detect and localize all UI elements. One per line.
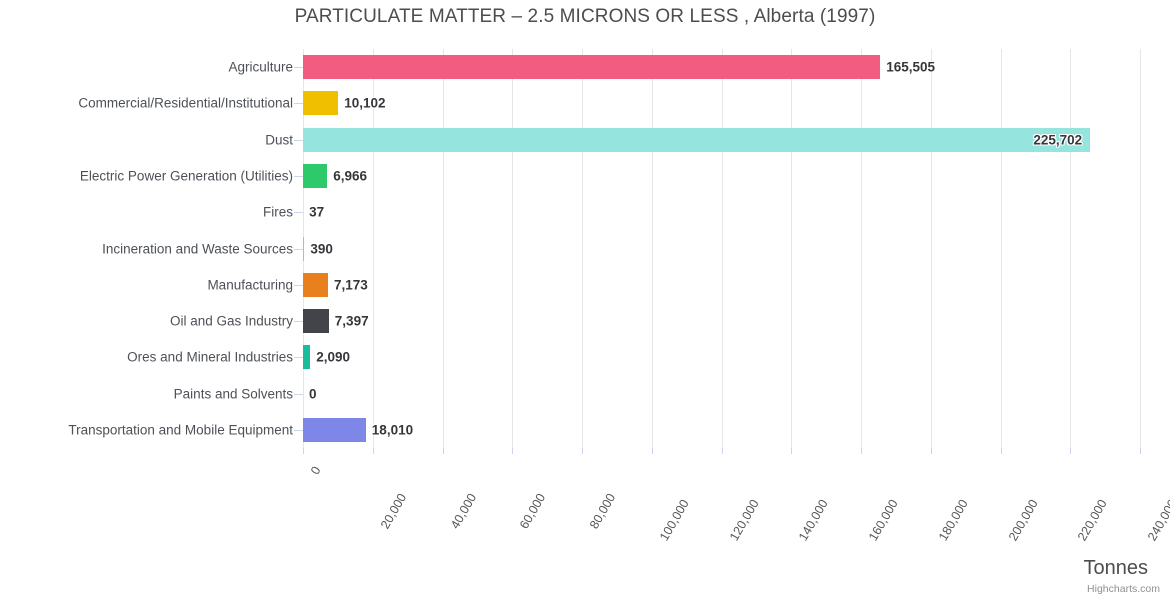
category-label[interactable]: Commercial/Residential/Institutional — [78, 95, 293, 111]
category-tick — [294, 175, 303, 177]
x-axis-tick — [931, 448, 932, 454]
x-axis-tick — [1001, 448, 1002, 454]
plot-area: 165,505 10,102 225,702 6,966 37 390 7,173 7,397… — [303, 49, 1141, 448]
x-axis-label: 80,000 — [587, 458, 637, 531]
bar[interactable] — [303, 236, 305, 261]
x-axis-label-text: 100,000 — [657, 497, 692, 544]
category-tick — [294, 429, 303, 431]
gridline — [861, 49, 862, 448]
gridline — [582, 49, 583, 448]
category-label[interactable]: Ores and Mineral Industries — [127, 349, 293, 365]
x-axis-tick — [582, 448, 583, 454]
x-axis-tick — [373, 448, 374, 454]
x-axis-label: 140,000 — [796, 458, 854, 543]
x-axis-label: 0 — [308, 458, 327, 477]
x-axis-tick — [791, 448, 792, 454]
bar[interactable] — [303, 163, 328, 188]
bar-value-label: 37 — [309, 204, 325, 220]
bar-value-label: 7,397 — [334, 313, 369, 329]
x-axis-tick — [303, 448, 304, 454]
gridline — [1140, 49, 1141, 448]
x-axis-label: 120,000 — [727, 458, 785, 543]
x-axis-tick — [443, 448, 444, 454]
bar[interactable] — [303, 309, 329, 334]
x-axis-label-text: 0 — [308, 464, 324, 478]
category-label[interactable]: Manufacturing — [207, 277, 293, 293]
x-axis-label: 180,000 — [936, 458, 994, 543]
category-label[interactable]: Transportation and Mobile Equipment — [68, 422, 293, 438]
x-axis-label-text: 160,000 — [866, 497, 901, 544]
bar-value-label: 18,010 — [371, 422, 414, 438]
bar-value-label: 7,173 — [334, 277, 368, 293]
x-axis: 0 20,000 40,000 60,000 80,000 100,000 120,000 1… — [303, 448, 1170, 543]
x-axis-label-text: 200,000 — [1006, 497, 1041, 544]
x-axis-label-text: 220,000 — [1075, 497, 1110, 544]
gridline — [1070, 49, 1071, 448]
x-axis-tick — [722, 448, 723, 454]
x-axis-label: 100,000 — [657, 458, 715, 543]
category-label[interactable]: Paints and Solvents — [173, 386, 293, 402]
x-axis-label: 200,000 — [1006, 458, 1064, 543]
category-label[interactable]: Dust — [265, 132, 293, 148]
bar[interactable] — [303, 55, 881, 80]
x-axis-tick — [1070, 448, 1071, 454]
bar-value-label: 10,102 — [344, 95, 386, 111]
category-tick — [294, 139, 303, 141]
bar[interactable] — [303, 272, 329, 297]
gridline — [443, 49, 444, 448]
x-axis-label-text: 240,000 — [1145, 497, 1170, 544]
x-axis-tick — [861, 448, 862, 454]
x-axis-label: 40,000 — [448, 458, 498, 531]
bar[interactable] — [303, 127, 1091, 152]
gridline — [512, 49, 513, 448]
category-tick — [294, 248, 303, 250]
bar[interactable] — [303, 417, 366, 442]
bar-value-label: 0 — [309, 386, 317, 402]
gridline — [1001, 49, 1002, 448]
category-label[interactable]: Oil and Gas Industry — [169, 313, 293, 329]
x-axis-label: 220,000 — [1075, 458, 1133, 543]
category-tick — [294, 212, 303, 214]
category-axis-labels: Agriculture Commercial/Residential/Instit… — [0, 49, 303, 448]
bar[interactable] — [303, 345, 311, 370]
x-axis-label-text: 140,000 — [796, 497, 831, 544]
category-label[interactable]: Agriculture — [228, 59, 293, 75]
bar-value-label: 225,702 — [1033, 132, 1083, 148]
x-axis-label-text: 180,000 — [936, 497, 971, 544]
category-label[interactable]: Fires — [263, 204, 293, 220]
category-tick — [294, 393, 303, 395]
x-axis-tick — [1140, 448, 1141, 454]
category-label[interactable]: Incineration and Waste Sources — [102, 241, 293, 256]
highcharts-credits[interactable]: Highcharts.com — [1087, 583, 1160, 595]
x-axis-label-text: 60,000 — [517, 491, 549, 532]
x-axis-label-text: 120,000 — [727, 497, 762, 544]
x-axis-label: 60,000 — [517, 458, 567, 531]
x-axis-tick — [652, 448, 653, 454]
x-axis-tick — [512, 448, 513, 454]
x-axis-label: 20,000 — [378, 458, 428, 531]
x-axis-label-text: 80,000 — [587, 491, 619, 532]
x-axis-label-text: 40,000 — [448, 491, 480, 532]
axis-title: Tonnes — [1083, 557, 1149, 579]
bar-value-label: 2,090 — [316, 349, 351, 365]
x-axis-label-text: 20,000 — [378, 491, 410, 532]
gridline — [791, 49, 792, 448]
x-axis-label: 160,000 — [866, 458, 924, 543]
gridline — [652, 49, 653, 448]
category-tick — [294, 103, 303, 105]
category-tick — [294, 284, 303, 286]
gridline — [722, 49, 723, 448]
bar-value-label: 6,966 — [333, 168, 368, 184]
chart-title: PARTICULATE MATTER – 2.5 MICRONS OR LESS… — [294, 6, 876, 27]
bar-value-label: 390 — [310, 241, 333, 256]
bar-value-label: 165,505 — [886, 59, 935, 75]
category-tick — [294, 357, 303, 359]
category-tick — [294, 67, 303, 69]
category-label[interactable]: Electric Power Generation (Utilities) — [79, 168, 293, 184]
gridline — [373, 49, 374, 448]
bar[interactable] — [303, 91, 339, 116]
category-tick — [294, 321, 303, 323]
gridline — [931, 49, 932, 448]
